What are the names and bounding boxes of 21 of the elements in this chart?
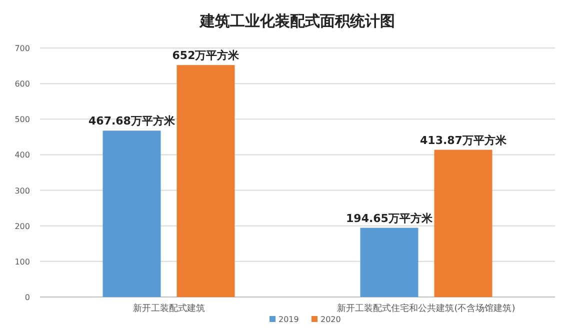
chart-title: 建筑工业化装配式面积统计图 — [199, 12, 395, 30]
y-tick-label: 600 — [14, 80, 30, 89]
data-label: 467.68万平方米 — [88, 114, 176, 128]
bar — [176, 65, 235, 297]
legend-label: 2020 — [320, 315, 341, 324]
y-tick-label: 100 — [14, 257, 30, 266]
y-tick-label: 400 — [14, 150, 30, 160]
bar — [102, 130, 161, 297]
bar — [360, 228, 418, 297]
y-tick-label: 200 — [14, 222, 30, 231]
legend-label: 2019 — [278, 315, 299, 324]
x-tick-label: 新开工装配式住宅和公共建筑(不含场馆建筑) — [337, 303, 516, 314]
x-tick-label: 新开工装配式建筑 — [132, 303, 205, 314]
y-tick-label: 700 — [14, 44, 30, 53]
data-label: 652万平方米 — [172, 49, 240, 62]
y-tick-label: 0 — [24, 293, 30, 302]
y-tick-label: 300 — [14, 186, 30, 196]
data-label: 413.87万平方米 — [420, 134, 508, 147]
bar — [434, 150, 492, 297]
data-label: 194.65万平方米 — [346, 212, 434, 225]
y-tick-label: 500 — [14, 115, 30, 124]
